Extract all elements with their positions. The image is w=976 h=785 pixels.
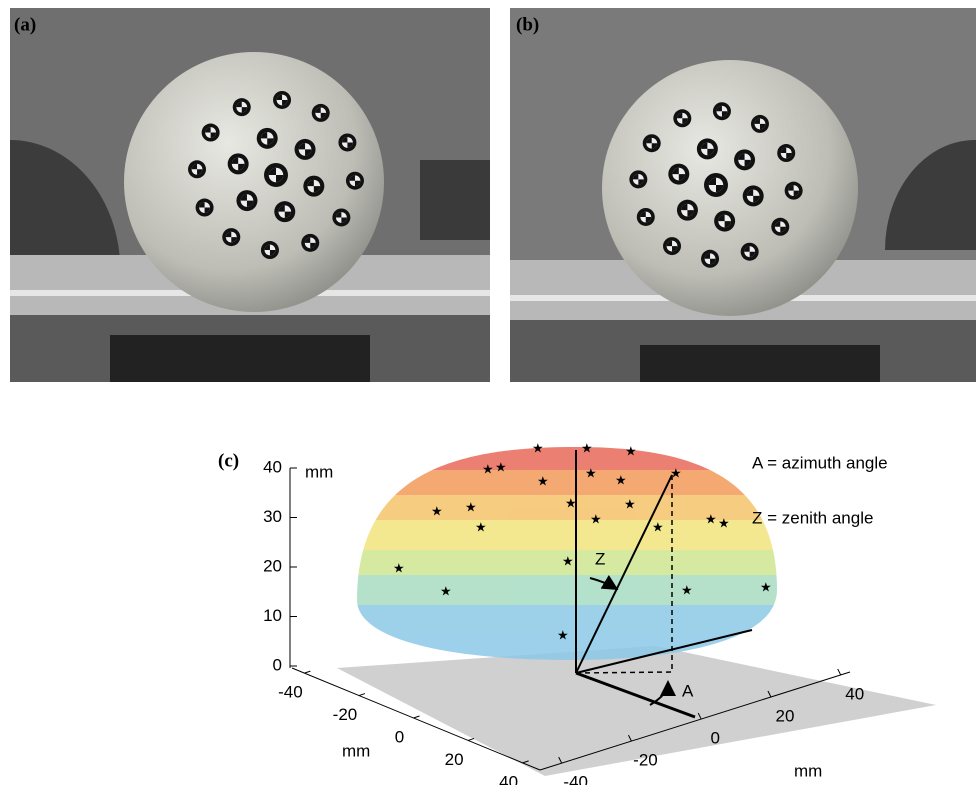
star: ★ (760, 579, 772, 594)
panel-label: (b) (516, 14, 539, 35)
tick-mark (838, 669, 841, 675)
star: ★ (537, 473, 549, 488)
tick-mark (468, 738, 474, 740)
star: ★ (562, 553, 574, 568)
tick-label: 0 (395, 727, 404, 746)
star: ★ (465, 499, 477, 514)
star: ★ (624, 496, 636, 511)
tick-label: 40 (263, 457, 282, 476)
tick-label: -20 (633, 751, 658, 770)
star: ★ (565, 495, 577, 510)
axis-unit: mm (305, 462, 333, 481)
star: ★ (557, 627, 569, 642)
star: ★ (475, 519, 487, 534)
axis-unit: mm (342, 741, 370, 760)
legend-entry: Z = zenith angle (752, 508, 873, 527)
star: ★ (670, 465, 682, 480)
tick-label: 0 (710, 729, 719, 748)
star: ★ (585, 465, 597, 480)
star: ★ (393, 560, 405, 575)
star: ★ (482, 461, 494, 476)
angle-label: A (682, 681, 694, 700)
star: ★ (625, 443, 637, 458)
tick-label: 10 (263, 606, 282, 625)
tick-mark (304, 671, 310, 673)
tick-label: 20 (445, 750, 464, 769)
tick-label: 40 (845, 684, 864, 703)
axis-unit: mm (794, 761, 822, 780)
star: ★ (705, 511, 717, 526)
legend-entry: A = azimuth angle (752, 453, 888, 472)
tick-mark (359, 694, 365, 696)
star: ★ (681, 582, 693, 597)
star: ★ (431, 503, 443, 518)
tick-mark (414, 716, 420, 718)
star: ★ (532, 440, 544, 455)
tick-label: 40 (499, 772, 518, 785)
tick-label: -40 (278, 683, 303, 702)
star: ★ (590, 511, 602, 526)
tick-label: -40 (563, 773, 588, 785)
tick-label: -20 (333, 705, 358, 724)
star: ★ (581, 440, 593, 455)
panel-label: (c) (218, 450, 239, 471)
page: {"panels": [{"label": "(a)"}, {"label": … (0, 0, 976, 785)
angle-label: Z (595, 549, 605, 568)
star: ★ (440, 583, 452, 598)
star: ★ (718, 515, 730, 530)
figure: ★★★★★★★★★★★★★★★★★★★★★★★★ (a) (b) (c) mm … (0, 0, 976, 785)
panel-label: (a) (14, 14, 36, 35)
tick-label: 20 (775, 706, 794, 725)
tick-label: 20 (263, 556, 282, 575)
star: ★ (652, 519, 664, 534)
tick-label: 30 (263, 507, 282, 526)
tick-label: 0 (273, 655, 282, 674)
star: ★ (495, 459, 507, 474)
star: ★ (615, 472, 627, 487)
